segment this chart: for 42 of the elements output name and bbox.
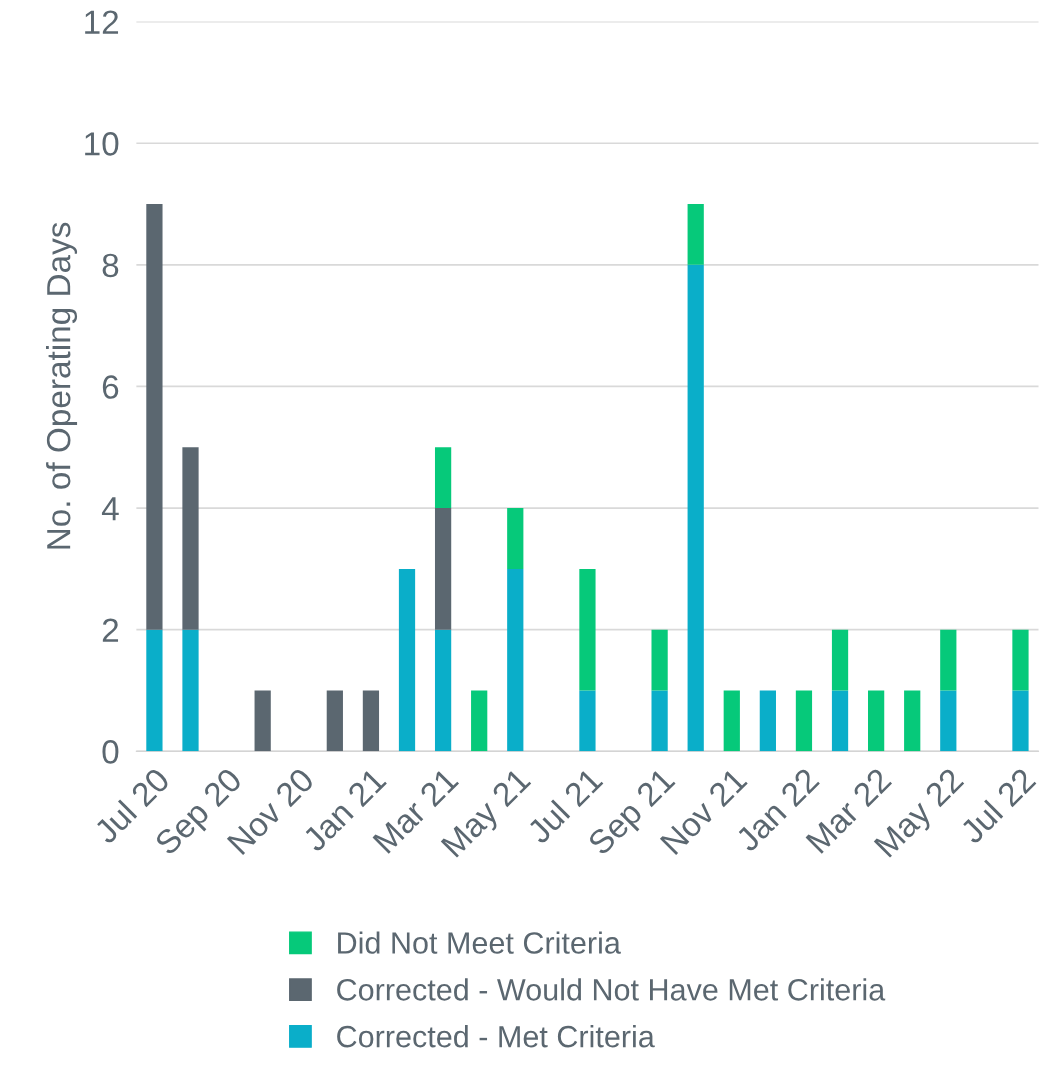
bar bbox=[254, 690, 271, 752]
bar bbox=[1012, 629, 1029, 691]
bar bbox=[182, 629, 199, 752]
y-tick-label: 0 bbox=[102, 740, 119, 764]
bar bbox=[434, 508, 452, 630]
bar bbox=[940, 629, 957, 691]
y-tick-label: 6 bbox=[102, 375, 119, 399]
y-tick-label: 4 bbox=[101, 497, 119, 521]
bar bbox=[831, 690, 849, 752]
legend-label: Corrected - Would Not Have Met Criteria bbox=[337, 978, 886, 1001]
bar bbox=[326, 690, 343, 752]
bar bbox=[471, 690, 488, 752]
bar bbox=[687, 204, 704, 265]
legend-label: Corrected - Met Criteria bbox=[337, 1025, 655, 1048]
bar bbox=[651, 629, 668, 691]
y-tick-label: 8 bbox=[102, 253, 119, 278]
bar bbox=[795, 690, 813, 752]
y-tick-label: 12 bbox=[85, 10, 119, 34]
bar bbox=[182, 447, 199, 630]
bar bbox=[687, 264, 704, 752]
bar bbox=[507, 508, 524, 569]
bar bbox=[723, 690, 740, 752]
bar bbox=[651, 690, 668, 752]
bar bbox=[146, 204, 163, 630]
bar bbox=[398, 568, 416, 752]
bar bbox=[362, 690, 380, 752]
bar bbox=[579, 568, 596, 691]
bar bbox=[434, 629, 452, 752]
y-axis-title: No. of Operating Days bbox=[46, 222, 78, 549]
bar bbox=[904, 690, 921, 752]
bar bbox=[759, 690, 776, 752]
legend-label: Did Not Meet Criteria bbox=[338, 931, 621, 954]
bar bbox=[434, 447, 452, 509]
bar bbox=[507, 568, 524, 752]
y-tick-label: 2 bbox=[102, 618, 119, 642]
bar bbox=[831, 629, 849, 691]
bar bbox=[579, 690, 596, 752]
bar bbox=[1012, 690, 1029, 752]
bar bbox=[868, 690, 885, 752]
bar bbox=[940, 690, 957, 752]
bar bbox=[146, 629, 163, 752]
y-tick-label: 10 bbox=[85, 132, 119, 156]
